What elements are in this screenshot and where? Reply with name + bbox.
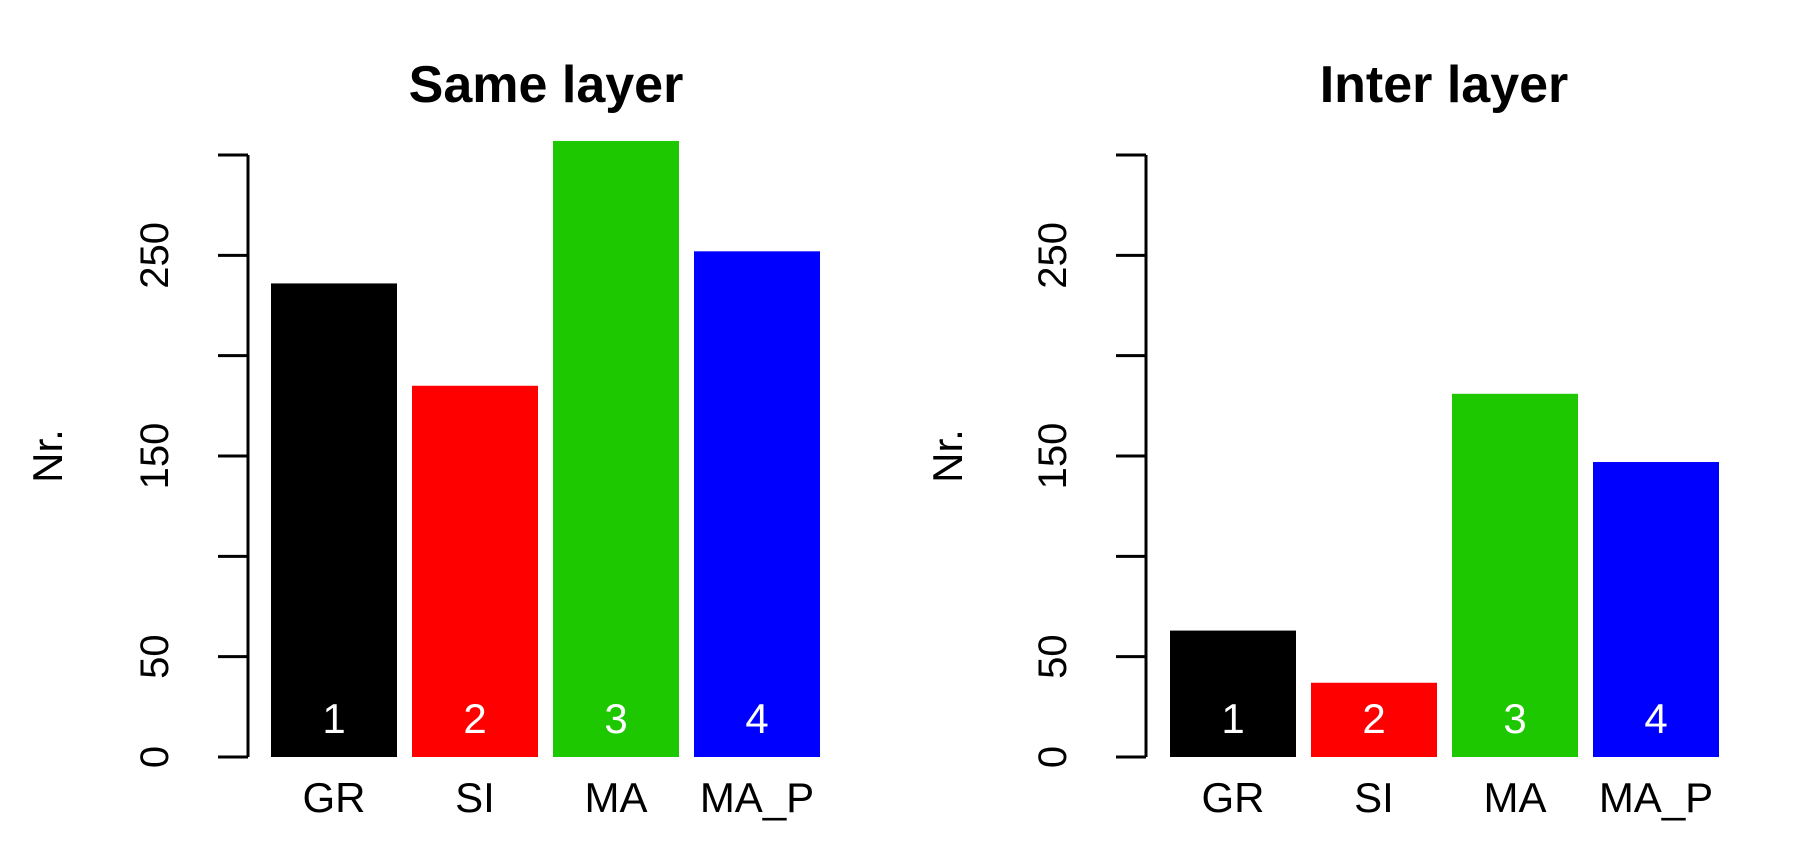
x-category-label: SI bbox=[455, 774, 495, 821]
x-category-label: GR bbox=[303, 774, 366, 821]
y-tick-label: 50 bbox=[133, 634, 177, 679]
bar-gr bbox=[1170, 630, 1296, 757]
y-tick-label: 150 bbox=[1031, 423, 1075, 490]
bar-number-label: 4 bbox=[745, 695, 768, 742]
chart-panel-2: Inter layer 0 50 150 250 Nr. 1 GR 2 SI 3 MA 4 MA_P bbox=[924, 56, 1719, 821]
x-category-label: SI bbox=[1354, 774, 1394, 821]
y-axis-label: Nr. bbox=[24, 429, 71, 483]
x-category-label: MA bbox=[585, 774, 648, 821]
bar-ma bbox=[553, 140, 679, 757]
y-tick-label: 250 bbox=[1031, 222, 1075, 289]
x-category-label: MA_P bbox=[1599, 774, 1713, 821]
bar-number-label: 3 bbox=[1503, 695, 1526, 742]
chart-title: Inter layer bbox=[1320, 56, 1569, 114]
y-tick-label: 0 bbox=[1031, 746, 1075, 768]
x-category-label: GR bbox=[1202, 774, 1265, 821]
bar-number-label: 3 bbox=[604, 695, 627, 742]
y-tick-label: 0 bbox=[133, 746, 177, 768]
bar-ma_p bbox=[694, 251, 820, 757]
bar-ma_p bbox=[1593, 462, 1719, 757]
chart-title: Same layer bbox=[409, 56, 684, 114]
bar-gr bbox=[271, 283, 397, 757]
y-tick-label: 150 bbox=[133, 423, 177, 490]
x-category-label: MA bbox=[1484, 774, 1547, 821]
bar-number-label: 2 bbox=[463, 695, 486, 742]
y-tick-label: 250 bbox=[133, 222, 177, 289]
bar-number-label: 1 bbox=[322, 695, 345, 742]
chart-panel-1: Same layer 0 50 150 250 Nr. 1 GR 2 SI 3 MA 4 MA_P bbox=[24, 56, 820, 821]
bar-si bbox=[412, 385, 538, 757]
bar-si bbox=[1311, 682, 1437, 757]
y-axis-label: Nr. bbox=[924, 429, 971, 483]
bar-number-label: 4 bbox=[1644, 695, 1667, 742]
x-category-label: MA_P bbox=[700, 774, 814, 821]
y-tick-label: 50 bbox=[1031, 634, 1075, 679]
bar-ma bbox=[1452, 393, 1578, 757]
bar-number-label: 2 bbox=[1362, 695, 1385, 742]
bar-number-label: 1 bbox=[1221, 695, 1244, 742]
